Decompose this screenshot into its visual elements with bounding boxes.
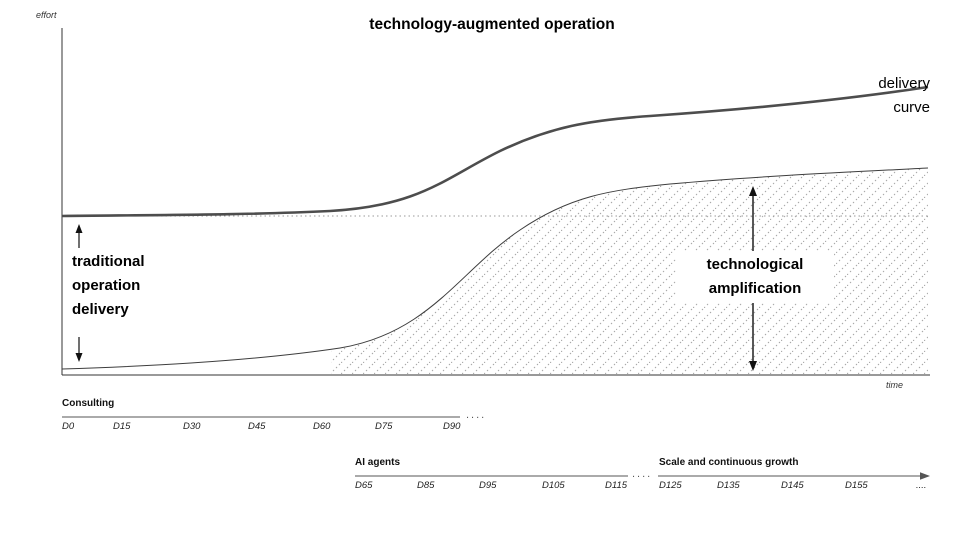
traditional-annotation-line3: delivery (72, 301, 129, 318)
traditional-annotation-line1: traditional (72, 253, 145, 270)
consulting-tick-d30: D30 (183, 421, 201, 432)
scale-trailing-ellipsis: .... (916, 480, 927, 491)
delivery-curve-label-line2: curve (893, 99, 930, 116)
consulting-tick-d45: D45 (248, 421, 266, 432)
ai-tick-d85: D85 (417, 480, 435, 491)
technology-effort-curve (61, 167, 929, 370)
effort-axis-label: effort (36, 10, 57, 20)
consulting-tick-d75: D75 (375, 421, 393, 432)
delivery-curve-label-line1: delivery (878, 75, 930, 92)
delivery-curve-label: delivery curve (878, 72, 930, 120)
consulting-tick-d15: D15 (113, 421, 131, 432)
time-axis-label: time (886, 380, 904, 390)
consulting-tick-d0: D0 (62, 421, 75, 432)
traditional-down-arrow (75, 337, 83, 362)
amplification-hatch-area (331, 168, 928, 374)
ai-timeline-gap-ellipsis: .... (632, 468, 653, 480)
ai-tick-d65: D65 (355, 480, 373, 491)
consulting-tick-d60: D60 (313, 421, 331, 432)
traditional-annotation: traditional operation delivery (72, 250, 145, 322)
ai-tick-d115: D115 (605, 480, 628, 491)
ai-tick-d95: D95 (479, 480, 497, 491)
scale-timeline-arrowhead-icon (920, 472, 930, 480)
ai-tick-d105: D105 (542, 480, 565, 491)
amplification-annotation-line1: technological (706, 256, 804, 273)
scale-tick-d135: D135 (717, 480, 740, 491)
consulting-timeline-label: Consulting (62, 398, 115, 409)
delivery-curve (61, 85, 929, 218)
amplification-annotation: technological amplification (676, 251, 834, 303)
consulting-ellipsis: .... (466, 409, 487, 421)
traditional-up-arrow (75, 224, 83, 248)
ai-agents-timeline-label: AI agents (355, 457, 401, 468)
scale-timeline-label: Scale and continuous growth (659, 457, 799, 468)
traditional-annotation-line2: operation (72, 277, 141, 294)
scale-tick-d155: D155 (845, 480, 868, 491)
chart-title: technology-augmented operation (369, 16, 615, 33)
scale-tick-d145: D145 (781, 480, 804, 491)
consulting-tick-d90: D90 (443, 421, 461, 432)
scale-tick-d125: D125 (659, 480, 682, 491)
amplification-annotation-line2: amplification (708, 280, 802, 297)
